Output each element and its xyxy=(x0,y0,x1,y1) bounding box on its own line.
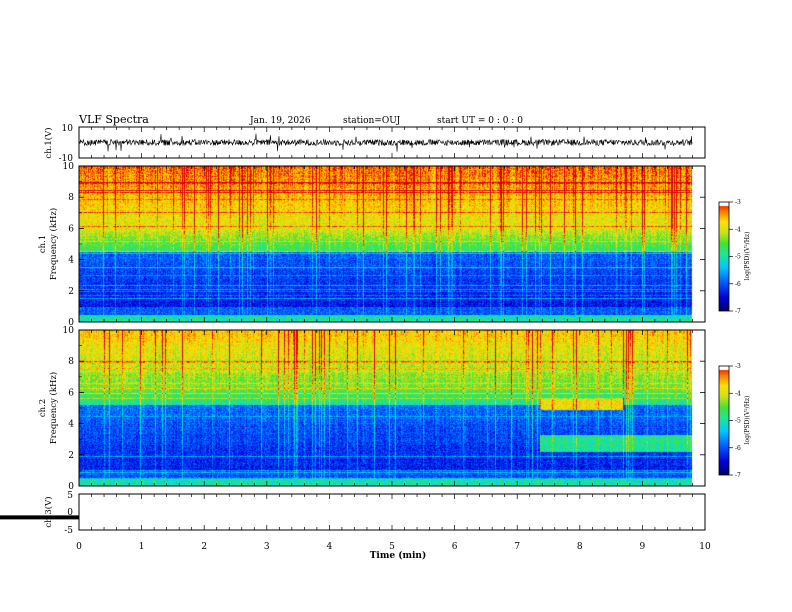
ch1-colorbar-tick-label: -4 xyxy=(735,226,741,233)
x-tick-label: 1 xyxy=(139,542,145,552)
ch2-spec-ytick-label: 4 xyxy=(68,420,74,430)
ch2-colorbar: -3 -4 -5 -6 -7 log(PSD)(V²/Hz) xyxy=(719,363,751,479)
ch3-ytick-top: 5 xyxy=(67,491,73,501)
ch2-spec-ylabel-freq: Frequency (kHz) xyxy=(48,372,59,444)
x-tick-label: 8 xyxy=(577,542,583,552)
x-tick-label: 0 xyxy=(76,542,82,552)
ch2-spec-ytick-label: 8 xyxy=(68,357,74,367)
ch2-colorbar-tick-label: -5 xyxy=(735,418,741,425)
date-label: Jan. 19, 2026 xyxy=(249,116,311,126)
x-tick-label: 4 xyxy=(327,542,333,552)
ch3-ylabel: ch.3(V) xyxy=(43,496,54,527)
ch3-ytick-bottom: -5 xyxy=(64,526,73,536)
ch2-colorbar-tick-label: -6 xyxy=(735,445,741,452)
ch1-ytick-top: 10 xyxy=(62,124,74,134)
x-tick-label: 2 xyxy=(201,542,207,552)
x-tick-label: 10 xyxy=(699,542,711,552)
ch1-colorbar-tick-label: -6 xyxy=(735,281,741,288)
ch1-colorbar-label: log(PSD)(V²/Hz) xyxy=(744,232,751,281)
ch1-ylabel: ch.1(V) xyxy=(43,127,54,158)
x-tick-label: 9 xyxy=(640,542,646,552)
start-time-label: start UT = 0 : 0 : 0 xyxy=(437,116,523,126)
ch2-colorbar-tick-label: -3 xyxy=(735,363,741,370)
x-axis-label: Time (min) xyxy=(370,550,427,561)
ch2-spec-ytick-label: 6 xyxy=(68,388,74,398)
ch1-spec-ytick-label: 6 xyxy=(68,224,74,234)
ch1-colorbar: -3 -4 -5 -6 -7 log(PSD)(V²/Hz) xyxy=(719,199,751,315)
ch1-spec-ytick-label: 10 xyxy=(63,162,75,172)
ch3-waveform-panel: 5 0 -5 ch.3(V) xyxy=(0,491,705,536)
ch1-spec-ytick-label: 8 xyxy=(68,193,74,203)
station-label: station=OUJ xyxy=(343,116,401,126)
ch1-spec-ytick-label: 4 xyxy=(68,256,74,266)
ch2-colorbar-tick-label: -7 xyxy=(735,472,741,479)
figure-title: VLF Spectra xyxy=(78,113,149,126)
ch1-colorbar-tick-label: -7 xyxy=(735,308,741,315)
ch1-colorbar-tick-label: -5 xyxy=(735,254,741,261)
ch1-spec-ylabel-channel: ch.1 xyxy=(38,235,48,253)
ch1-spec-ytick-label: 2 xyxy=(68,287,74,297)
x-tick-label: 3 xyxy=(264,542,270,552)
ch2-colorbar-tick-label: -4 xyxy=(735,390,741,397)
ch1-spec-ylabel-freq: Frequency (kHz) xyxy=(48,208,59,280)
ch2-spec-ytick-label: 10 xyxy=(63,326,75,336)
x-tick-label: 7 xyxy=(514,542,520,552)
ch2-spec-ylabel-channel: ch.2 xyxy=(38,399,48,417)
vlf-figure: VLF Spectra Jan. 19, 2026 station=OUJ st… xyxy=(0,0,792,612)
ch3-ytick-mid: 0 xyxy=(67,508,73,518)
ch2-spec-ytick-label: 2 xyxy=(68,451,74,461)
ch2-colorbar-label: log(PSD)(V²/Hz) xyxy=(744,396,751,445)
ch1-colorbar-tick-label: -3 xyxy=(735,199,741,206)
ch1-waveform-panel: 10 -10 ch.1(V) xyxy=(43,124,705,164)
x-tick-label: 6 xyxy=(452,542,458,552)
